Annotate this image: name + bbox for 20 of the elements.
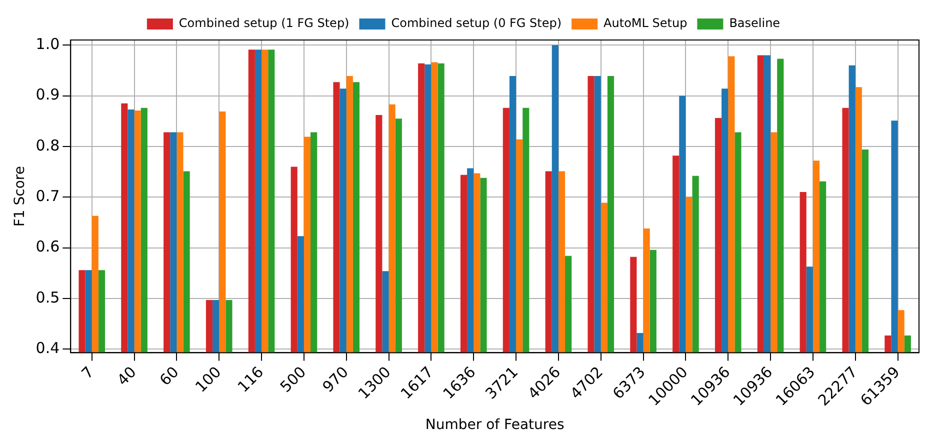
x-tick-label: 40 bbox=[114, 362, 140, 390]
y-tick-label: 0.9 bbox=[36, 86, 60, 104]
legend-label: Combined setup (0 FG Step) bbox=[391, 16, 562, 30]
y-tick-label: 0.8 bbox=[36, 136, 60, 154]
y-tick-label: 0.4 bbox=[36, 339, 60, 358]
x-tick-label: 7 bbox=[78, 362, 98, 382]
x-axis-title: Number of Features bbox=[425, 417, 564, 434]
x-tick-label: 116 bbox=[234, 362, 268, 396]
y-tick-label: 0.5 bbox=[36, 288, 60, 306]
legend-label: AutoML Setup bbox=[604, 16, 688, 30]
y-tick-label: 1.0 bbox=[36, 34, 60, 53]
y-tick-label: 0.7 bbox=[36, 187, 60, 206]
y-axis-title: F1 Score bbox=[12, 166, 28, 227]
y-tick-label: 0.6 bbox=[36, 238, 60, 256]
x-tick-label: 60 bbox=[156, 362, 182, 390]
legend-label: Baseline bbox=[729, 16, 780, 30]
x-tick-label: 100 bbox=[192, 362, 225, 396]
legend-label: Combined setup (1 FG Step) bbox=[178, 16, 350, 30]
x-tick-label: 500 bbox=[276, 362, 310, 396]
x-tick-label: 970 bbox=[318, 362, 352, 396]
